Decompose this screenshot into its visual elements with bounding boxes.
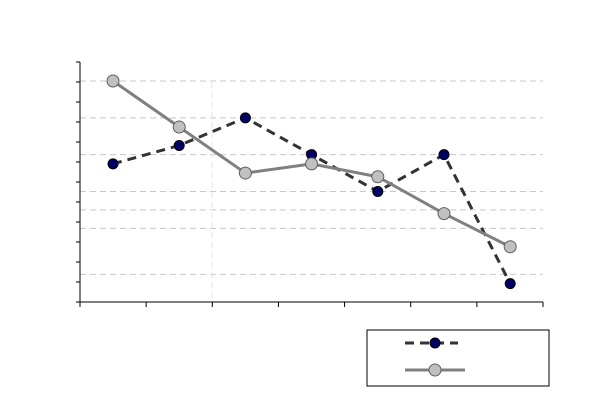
series-2-point-3 [238,166,252,180]
legend-swatch-marker-2 [428,363,442,377]
gridlines [80,80,543,302]
series-2-point-5 [371,170,385,184]
series-2-point-4 [305,157,319,171]
series-2-point-6 [437,207,451,221]
series-2 [106,74,517,254]
legend-swatch-marker-1 [429,337,441,349]
series-2-point-1 [106,74,120,88]
series-1 [107,112,516,290]
series-1-point-5 [372,186,384,197]
series-1-point-1 [107,158,119,170]
series-1-point-3 [239,112,251,124]
series-1-line [112,116,512,285]
series-1-point-6 [438,149,450,161]
series-1-point-7 [504,278,516,290]
series-layer [106,74,517,290]
x-ticks [79,302,544,307]
series-1-point-2 [173,139,185,151]
y-ticks [76,61,80,303]
legend [366,329,550,387]
legend-box [366,329,550,387]
series-2-point-2 [172,120,186,134]
series-2-point-7 [503,240,517,254]
